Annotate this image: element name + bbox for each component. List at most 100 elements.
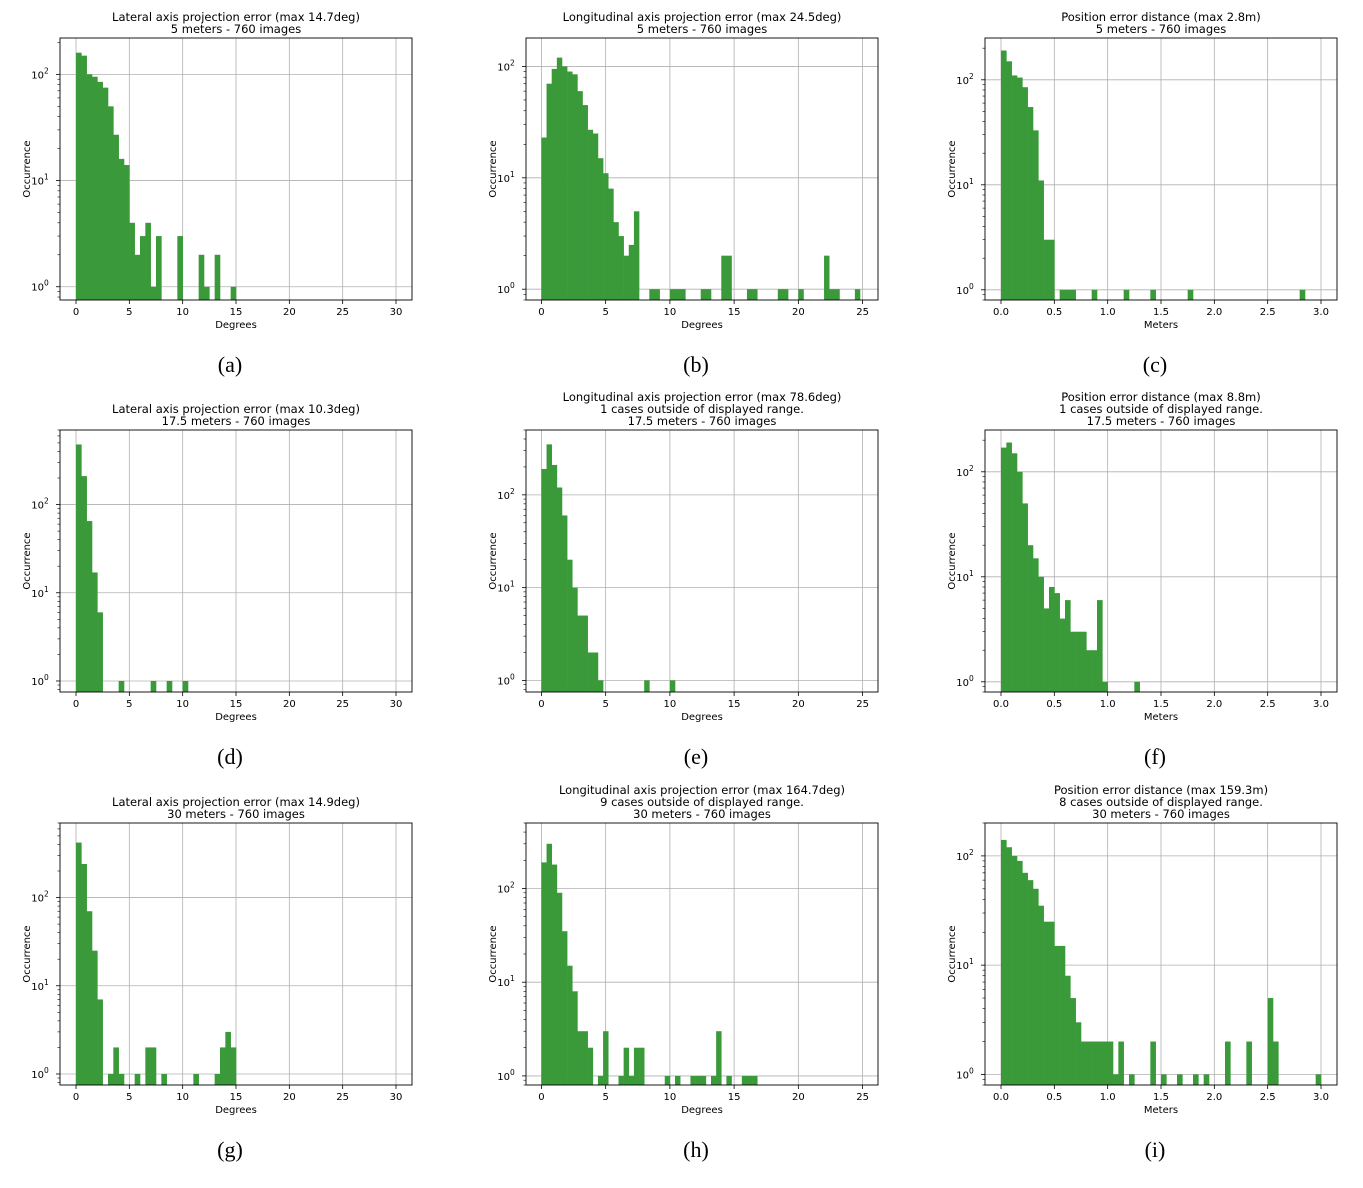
histogram-bar xyxy=(746,1075,753,1085)
histogram-bar xyxy=(741,1075,748,1085)
histogram-bar xyxy=(592,133,599,300)
histogram-bar xyxy=(1038,576,1044,692)
histogram-bar xyxy=(710,1075,717,1085)
histogram-bar xyxy=(551,464,558,692)
histogram-bar xyxy=(546,843,552,1085)
histogram-bar xyxy=(1049,921,1055,1085)
x-tick-label: 20 xyxy=(792,1092,805,1103)
y-tick-label: 102 xyxy=(956,464,974,479)
histogram-bar xyxy=(1017,860,1023,1085)
y-axis-label: Occurrence xyxy=(22,140,33,197)
histogram-bar xyxy=(567,559,573,692)
histogram-bar xyxy=(628,1075,635,1085)
chart-title-line: 17.5 meters - 760 images xyxy=(162,414,311,428)
histogram-bar xyxy=(113,134,119,300)
histogram-bar xyxy=(577,91,583,300)
histogram-bar xyxy=(1161,1074,1167,1085)
chart-title-line: 30 meters - 760 images xyxy=(633,807,771,821)
x-tick-label: 2.5 xyxy=(1260,699,1276,710)
histogram-bar xyxy=(1075,1022,1082,1085)
x-tick-label: 1.5 xyxy=(1153,699,1169,710)
histogram-panel-d: Lateral axis projection error (max 10.3d… xyxy=(0,392,420,784)
chart-title-line: 30 meters - 760 images xyxy=(1092,807,1230,821)
histogram-bar xyxy=(582,105,588,300)
histogram-bar xyxy=(669,680,676,692)
histogram-bar xyxy=(76,842,82,1085)
x-tick-label: 5 xyxy=(602,699,608,710)
histogram-bar xyxy=(1043,921,1050,1085)
histogram-panel-c: Position error distance (max 2.8m) 5 mete… xyxy=(925,0,1345,392)
x-tick-label: 0 xyxy=(538,1092,544,1103)
histogram-bar xyxy=(597,158,604,300)
histogram-bar xyxy=(113,1047,119,1085)
histogram-bar xyxy=(1193,1074,1199,1085)
histogram-bar xyxy=(1033,558,1039,692)
histogram-bar xyxy=(597,680,604,692)
y-tick-label: 102 xyxy=(31,497,49,512)
histogram-bar xyxy=(567,965,573,1085)
chart-title-line: 17.5 meters - 760 images xyxy=(1087,414,1236,428)
chart-title-line: Longitudinal axis projection error (max … xyxy=(563,10,842,24)
x-tick-label: 2.5 xyxy=(1260,307,1276,318)
y-tick-label: 100 xyxy=(31,673,49,688)
histogram-bar xyxy=(1059,289,1066,300)
histogram-panel-g: Lateral axis projection error (max 14.9d… xyxy=(0,785,420,1177)
x-tick-label: 15 xyxy=(230,1092,243,1103)
histogram-bar xyxy=(214,254,221,300)
histogram-bar xyxy=(198,254,205,300)
histogram-bar xyxy=(623,255,630,300)
x-tick-label: 10 xyxy=(664,699,677,710)
histogram-bar xyxy=(118,158,125,300)
y-tick-label: 102 xyxy=(497,58,515,73)
x-tick-label: 0.0 xyxy=(993,699,1009,710)
histogram-bar xyxy=(1123,289,1130,300)
y-tick-label: 101 xyxy=(31,173,49,188)
x-tick-label: 2.5 xyxy=(1260,1092,1276,1103)
x-axis-label: Meters xyxy=(1144,320,1178,331)
x-tick-label: 20 xyxy=(283,1092,296,1103)
subfigure-caption: (h) xyxy=(683,1137,709,1162)
histogram-bar xyxy=(680,289,686,300)
histogram-bar xyxy=(1027,880,1034,1085)
x-tick-label: 5 xyxy=(126,699,132,710)
histogram-bar xyxy=(150,1047,157,1085)
x-tick-label: 20 xyxy=(792,307,805,318)
y-tick-label: 102 xyxy=(31,66,49,81)
x-tick-label: 5 xyxy=(126,1092,132,1103)
histogram-bar xyxy=(150,680,157,692)
x-tick-label: 10 xyxy=(664,1092,677,1103)
y-tick-label: 102 xyxy=(956,72,974,87)
histogram-bar xyxy=(726,255,732,300)
histogram-bar xyxy=(76,444,82,692)
x-tick-label: 30 xyxy=(390,1092,403,1103)
chart-title-line: Longitudinal axis projection error (max … xyxy=(559,785,845,797)
y-tick-label: 100 xyxy=(31,279,49,294)
histogram-bar xyxy=(1006,442,1012,692)
histogram-bar xyxy=(618,1075,624,1085)
histogram-bar xyxy=(777,289,784,300)
histogram-bar xyxy=(1097,1041,1103,1085)
x-tick-label: 0 xyxy=(73,699,79,710)
axes-frame xyxy=(525,429,879,693)
histogram-bar xyxy=(230,286,237,300)
x-tick-label: 15 xyxy=(728,1092,741,1103)
histogram-svg: Longitudinal axis projection error (max … xyxy=(488,10,879,331)
histogram-bar xyxy=(1070,998,1076,1085)
chart-title-line: 5 meters - 760 images xyxy=(637,22,767,36)
histogram-bar xyxy=(608,188,614,300)
histogram-bar xyxy=(1011,75,1018,300)
x-tick-label: 2.0 xyxy=(1206,307,1222,318)
histogram-bar xyxy=(695,1075,702,1085)
histogram-bar xyxy=(1022,503,1028,692)
histogram-bar xyxy=(649,289,655,300)
histogram-bar xyxy=(613,222,619,300)
subfigure-caption: (g) xyxy=(217,1137,243,1162)
histogram-bar xyxy=(597,1075,604,1085)
histogram-bar xyxy=(628,244,635,300)
x-tick-label: 3.0 xyxy=(1313,699,1329,710)
histogram-bar xyxy=(1017,471,1023,692)
histogram-bar xyxy=(577,615,583,692)
histogram-bar xyxy=(1006,61,1012,300)
histogram-bar xyxy=(86,521,93,692)
histogram-bar xyxy=(824,255,830,300)
